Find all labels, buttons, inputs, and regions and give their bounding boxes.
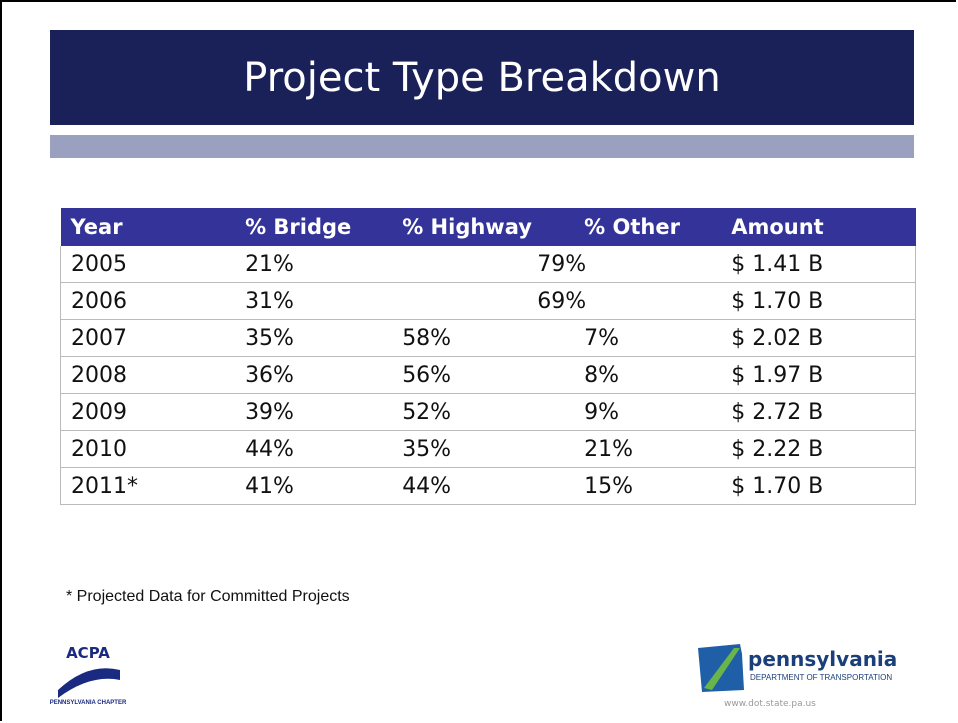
table-cell: 7% — [574, 319, 722, 357]
table-cell: 58% — [392, 319, 575, 357]
table-cell: 56% — [392, 356, 575, 394]
table-cell: $ 2.22 B — [721, 430, 917, 468]
acpa-name: ACPA — [66, 644, 110, 662]
keystone-stripe — [704, 648, 740, 690]
table-cell: 39% — [235, 393, 393, 431]
table-cell: 2005 — [60, 246, 236, 283]
penndot-logo: pennsylvania DEPARTMENT OF TRANSPORTATIO… — [698, 644, 897, 709]
table-cell: 15% — [574, 467, 722, 505]
column-header: % Highway — [392, 208, 575, 246]
column-header: Amount — [721, 208, 916, 246]
footnote: * Projected Data for Committed Projects — [66, 588, 350, 605]
table-cell: 44% — [392, 467, 575, 505]
table-cell: 44% — [235, 430, 393, 468]
table-cell: 31% — [235, 282, 393, 320]
table-cell: 2006 — [60, 282, 236, 320]
table-cell: 35% — [392, 430, 575, 468]
table-cell: 21% — [574, 430, 722, 468]
table-row: 2010 44% 35% 21% $ 2.22 B — [60, 430, 917, 468]
penndot-sub: DEPARTMENT OF TRANSPORTATION — [750, 673, 892, 682]
table-row: 2007 35% 58% 7% $ 2.02 B — [60, 319, 917, 357]
header-row: Year% Bridge% Highway% Other Amount — [60, 208, 916, 246]
table-row: 2009 39% 52% 9% $ 2.72 B — [60, 393, 917, 431]
acpa-sub: PENNSYLVANIA CHAPTER — [50, 700, 127, 706]
column-header: % Other — [574, 208, 722, 246]
table-row: 2008 36% 56% 8% $ 1.97 B — [60, 356, 917, 394]
data-table: Year% Bridge% Highway% Other Amount 2005 2… — [60, 208, 917, 505]
penndot-url: www.dot.state.pa.us — [724, 699, 816, 709]
table-cell: 2011* — [60, 467, 236, 505]
table-body: 2005 21% 79% $ 1.41 B 2006 31% 69% $ 1.70 B 2007… — [60, 246, 917, 505]
table-cell: $ 1.70 B — [721, 467, 917, 505]
table-row: 2011* 41% 44% 15% $ 1.70 B — [60, 467, 917, 505]
table-cell: 21% — [235, 246, 393, 283]
table-row: 2005 21% 79% $ 1.41 B — [60, 246, 917, 283]
table-cell: 35% — [235, 319, 393, 357]
acpa-logo: ACPA PENNSYLVANIA CHAPTER — [50, 644, 127, 706]
table-cell: 2007 — [60, 319, 236, 357]
table-cell: $ 1.97 B — [721, 356, 917, 394]
table-cell: 36% — [235, 356, 393, 394]
column-header: % Bridge — [235, 208, 393, 246]
penndot-name: pennsylvania — [748, 647, 897, 671]
column-header: Year — [60, 208, 236, 246]
table-cell: 2009 — [60, 393, 236, 431]
table-cell: 8% — [574, 356, 722, 394]
table-cell: $ 1.70 B — [721, 282, 917, 320]
table-cell: 2008 — [60, 356, 236, 394]
table-cell: 9% — [574, 393, 722, 431]
table-cell: $ 2.72 B — [721, 393, 917, 431]
table-cell: 52% — [392, 393, 575, 431]
divider-bar — [50, 135, 914, 158]
title: Project Type Breakdown — [243, 54, 721, 101]
table-cell: 41% — [235, 467, 393, 505]
table-row: 2006 31% 69% $ 1.70 B — [60, 282, 917, 320]
title-box: Project Type Breakdown — [50, 30, 914, 125]
table-cell: 69% — [392, 282, 722, 320]
table-cell: 2010 — [60, 430, 236, 468]
table-cell: 79% — [392, 246, 722, 283]
table-cell: $ 1.41 B — [721, 246, 917, 283]
table-cell: $ 2.02 B — [721, 319, 917, 357]
acpa-swoosh — [58, 668, 120, 698]
